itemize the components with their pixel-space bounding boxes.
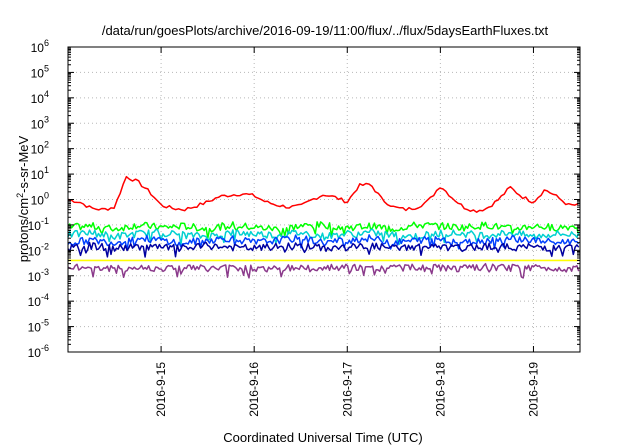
series-lines xyxy=(67,175,580,279)
y-tick-exponent: 6 xyxy=(44,38,49,48)
y-tick-base: 10 xyxy=(31,194,45,208)
y-tick-label: 100 xyxy=(31,191,49,208)
y-tick-base: 10 xyxy=(31,168,45,182)
y-tick-base: 10 xyxy=(28,346,42,360)
y-tick-base: 10 xyxy=(31,143,45,157)
chart-title: /data/run/goesPlots/archive/2016-09-19/1… xyxy=(102,23,549,38)
y-tick-label: 102 xyxy=(31,140,49,157)
x-tick-label: 2016-9-15 xyxy=(154,362,168,417)
y-tick-label: 10-1 xyxy=(28,216,49,233)
y-tick-exponent: -2 xyxy=(41,241,49,251)
series-line-4 xyxy=(67,234,580,251)
y-tick-exponent: 3 xyxy=(44,114,49,124)
series-line-5 xyxy=(67,241,580,258)
y-tick-exponent: 4 xyxy=(44,89,49,99)
y-tick-label: 104 xyxy=(31,89,49,106)
y-tick-base: 10 xyxy=(31,92,45,106)
x-tick-label: 2016-9-16 xyxy=(247,362,261,417)
x-axis-ticks: 2016-9-15 2016-9-16 2016-9-17 2016-9-18 2016… xyxy=(154,47,540,417)
y-axis-title-sup: 2 xyxy=(15,193,25,198)
y-tick-label: 101 xyxy=(31,165,49,182)
series-line-1 xyxy=(67,175,579,213)
y-tick-label: 10-5 xyxy=(28,318,49,335)
y-tick-base: 10 xyxy=(28,244,42,258)
x-tick-label: 2016-9-17 xyxy=(340,362,354,417)
y-tick-base: 10 xyxy=(28,219,42,233)
series-line-7 xyxy=(67,262,580,279)
y-tick-label: 10-4 xyxy=(28,292,49,309)
y-tick-exponent: 2 xyxy=(44,140,49,150)
y-tick-base: 10 xyxy=(28,321,42,335)
y-tick-label: 103 xyxy=(31,114,49,131)
x-tick-label: 2016-9-19 xyxy=(526,362,540,417)
y-tick-label: 10-3 xyxy=(28,267,49,284)
series-line-2 xyxy=(67,221,580,240)
y-tick-exponent: 1 xyxy=(44,165,49,175)
y-axis-title: protons/cm2-s-sr-MeV xyxy=(15,135,31,262)
y-tick-label: 10-6 xyxy=(28,343,49,360)
y-tick-exponent: 5 xyxy=(44,63,49,73)
y-tick-base: 10 xyxy=(28,270,42,284)
y-tick-exponent: -3 xyxy=(41,267,49,277)
y-tick-exponent: -6 xyxy=(41,343,49,353)
y-tick-exponent: -4 xyxy=(41,292,49,302)
x-axis-title: Coordinated Universal Time (UTC) xyxy=(223,430,422,445)
y-tick-label: 106 xyxy=(31,38,49,55)
y-tick-exponent: 0 xyxy=(44,191,49,201)
y-tick-base: 10 xyxy=(31,66,45,80)
y-tick-exponent: -1 xyxy=(41,216,49,226)
x-tick-label: 2016-9-18 xyxy=(433,362,447,417)
y-tick-exponent: -5 xyxy=(41,318,49,328)
y-tick-base: 10 xyxy=(28,295,42,309)
y-tick-label: 105 xyxy=(31,63,49,80)
y-tick-base: 10 xyxy=(31,41,45,55)
y-tick-base: 10 xyxy=(31,117,45,131)
y-axis-title-part-a: protons/cm xyxy=(16,198,31,262)
series-line-3 xyxy=(67,228,580,246)
y-axis-ticks: 10-610-510-410-310-210-11001011021031041… xyxy=(28,38,580,360)
y-axis-title-part-b: -s-sr-MeV xyxy=(16,135,31,192)
y-tick-label: 10-2 xyxy=(28,241,49,258)
